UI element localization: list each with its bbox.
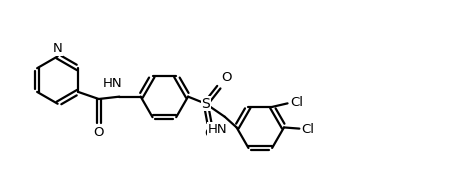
Text: Cl: Cl: [302, 123, 315, 136]
Text: O: O: [221, 71, 232, 84]
Text: HN: HN: [103, 77, 122, 90]
Text: O: O: [94, 126, 104, 139]
Text: Cl: Cl: [290, 96, 303, 109]
Text: N: N: [53, 42, 62, 55]
Text: HN: HN: [207, 123, 227, 136]
Text: S: S: [201, 97, 210, 111]
Text: O: O: [204, 127, 215, 140]
